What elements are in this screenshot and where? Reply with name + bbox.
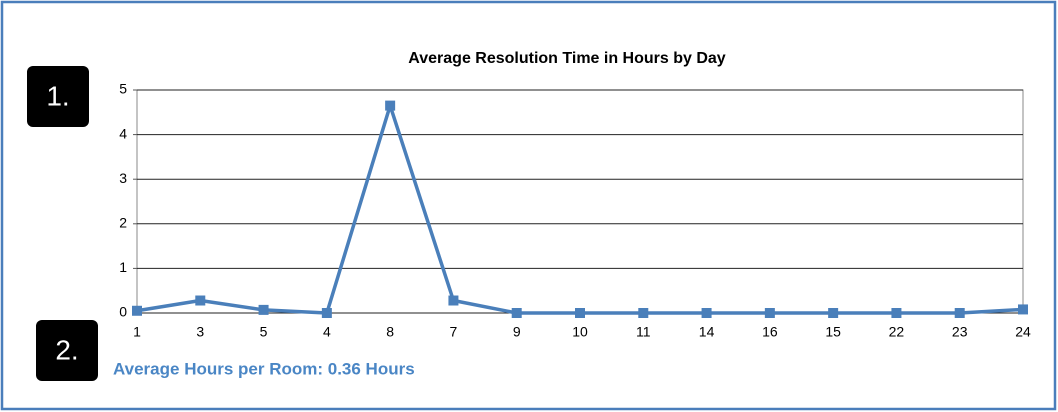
x-tick-label: 9 [513, 324, 521, 340]
y-tick-label: 5 [119, 81, 127, 97]
y-tick-label: 0 [119, 304, 127, 320]
y-tick-label: 1 [119, 259, 127, 275]
point [132, 305, 142, 316]
y-tick-label: 2 [119, 215, 127, 231]
y-tick-label: 4 [119, 125, 127, 141]
point [511, 308, 522, 318]
point [638, 308, 649, 318]
x-tick-label: 22 [889, 324, 905, 340]
x-tick-label: 5 [260, 324, 268, 340]
x-tick-label: 3 [196, 324, 204, 340]
point [891, 308, 902, 318]
x-tick-label: 10 [572, 324, 588, 340]
x-tick-label: 24 [1015, 324, 1031, 340]
point [258, 304, 269, 315]
chart-title: Average Resolution Time in Hours by Day [408, 50, 726, 67]
x-tick-label: 14 [699, 324, 715, 340]
point [385, 100, 396, 111]
x-tick-label: 23 [952, 324, 968, 340]
x-tick-label: 4 [323, 324, 331, 340]
badge: 2. [55, 334, 78, 365]
point [321, 308, 332, 318]
x-tick-label: 16 [762, 324, 778, 340]
x-tick-label: 1 [133, 324, 141, 340]
point [828, 308, 839, 318]
point [195, 295, 206, 306]
badge-box [27, 66, 89, 127]
x-tick-label: 8 [386, 324, 394, 340]
y-tick-label: 3 [119, 170, 127, 186]
badge: 1. [46, 80, 69, 111]
x-tick-label: 11 [636, 324, 651, 340]
point [448, 295, 459, 306]
summary: Average Hours per Room: 0.36 Hours [113, 359, 415, 378]
point [954, 308, 965, 318]
x-tick-label: 7 [450, 324, 458, 340]
x-tick-label: 15 [825, 324, 841, 340]
point [575, 308, 585, 318]
badge-box [36, 320, 98, 381]
point [1018, 304, 1028, 315]
point [701, 308, 712, 318]
point [764, 308, 775, 318]
